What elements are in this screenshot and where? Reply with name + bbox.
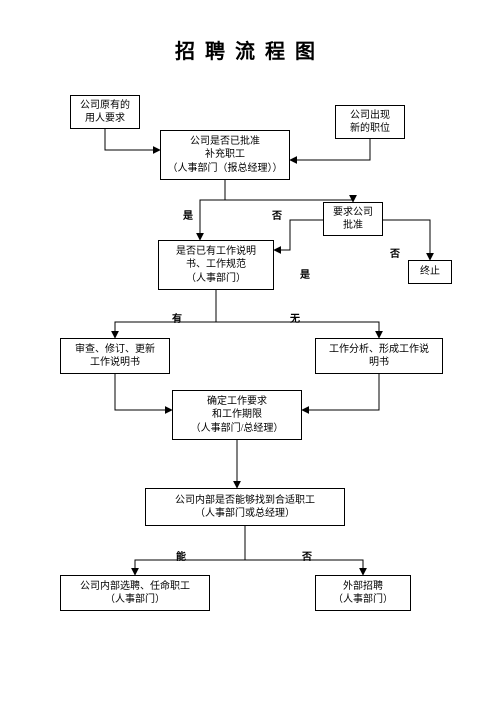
node-job-spec-decision: 是否已有工作说明书、工作规范（人事部门） [158, 240, 274, 290]
node-job-analysis: 工作分析、形成工作说明书 [315, 338, 443, 374]
node-request-approval: 要求公司批准 [323, 202, 383, 236]
edge-label-yes-after-request: 是 [300, 266, 310, 281]
node-define-requirements: 确定工作要求和工作期限（人事部门/总经理） [172, 390, 302, 440]
edge-label-has-spec: 有 [172, 310, 182, 325]
node-external-hire: 外部招聘（人事部门） [315, 575, 411, 611]
edge-label-no-approved: 否 [272, 207, 282, 222]
node-internal-decision: 公司内部是否能够找到合适职工（人事部门或总经理） [145, 488, 345, 526]
flowchart-stage: { "canvas": { "width": 500, "height": 70… [0, 0, 500, 707]
edge-label-no-after-request: 否 [390, 245, 400, 260]
edge-label-cannot-internal: 否 [302, 548, 312, 563]
node-existing-demand: 公司原有的用人要求 [70, 95, 140, 129]
edge-label-can-internal: 能 [176, 548, 186, 563]
node-approval-decision: 公司是否已批准补充职工（人事部门（报总经理）） [160, 130, 290, 180]
node-internal-hire: 公司内部选聘、任命职工（人事部门） [60, 575, 210, 611]
node-terminate: 终止 [408, 260, 452, 284]
edge-label-yes-approved: 是 [183, 207, 193, 222]
node-new-position: 公司出现新的职位 [335, 105, 405, 139]
diagram-title: 招聘流程图 [0, 35, 500, 64]
node-revise-spec: 审查、修订、更新工作说明书 [60, 338, 170, 374]
edge-label-no-spec: 无 [290, 310, 300, 325]
